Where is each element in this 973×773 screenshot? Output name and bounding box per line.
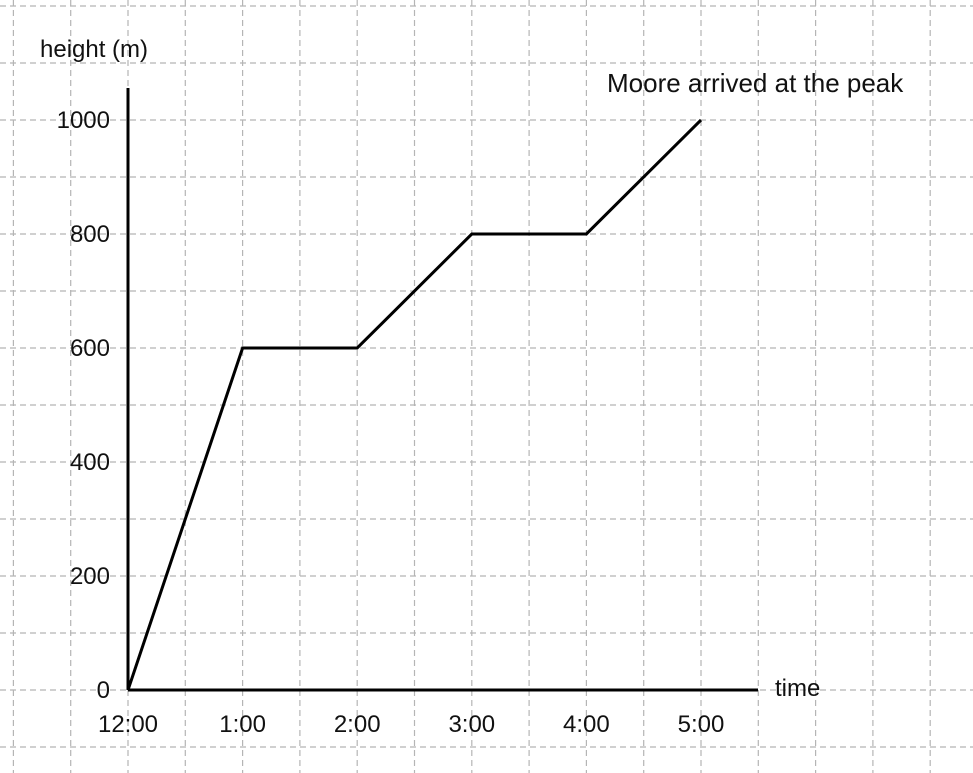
y-tick-label: 0 bbox=[97, 677, 110, 704]
x-tick-labels: 12:00 1:00 2:00 3:00 4:00 5:00 bbox=[98, 711, 724, 738]
x-tick-label: 3:00 bbox=[448, 711, 495, 738]
height-series-line bbox=[126, 118, 703, 691]
x-tick-label: 1:00 bbox=[219, 711, 266, 738]
x-tick-label: 2:00 bbox=[334, 711, 381, 738]
y-tick-label: 800 bbox=[70, 221, 110, 248]
y-axis-title: height (m) bbox=[40, 36, 148, 63]
y-tick-labels: 0 200 400 600 800 1000 bbox=[57, 107, 110, 704]
peak-annotation: Moore arrived at the peak bbox=[607, 68, 904, 98]
y-tick-label: 1000 bbox=[57, 107, 110, 134]
y-tick-label: 200 bbox=[70, 563, 110, 590]
y-tick-label: 400 bbox=[70, 449, 110, 476]
x-tick-label: 5:00 bbox=[678, 711, 725, 738]
x-tick-label: 4:00 bbox=[563, 711, 610, 738]
y-tick-label: 600 bbox=[70, 335, 110, 362]
x-axis-title: time bbox=[775, 675, 820, 702]
x-tick-label: 12:00 bbox=[98, 711, 158, 738]
